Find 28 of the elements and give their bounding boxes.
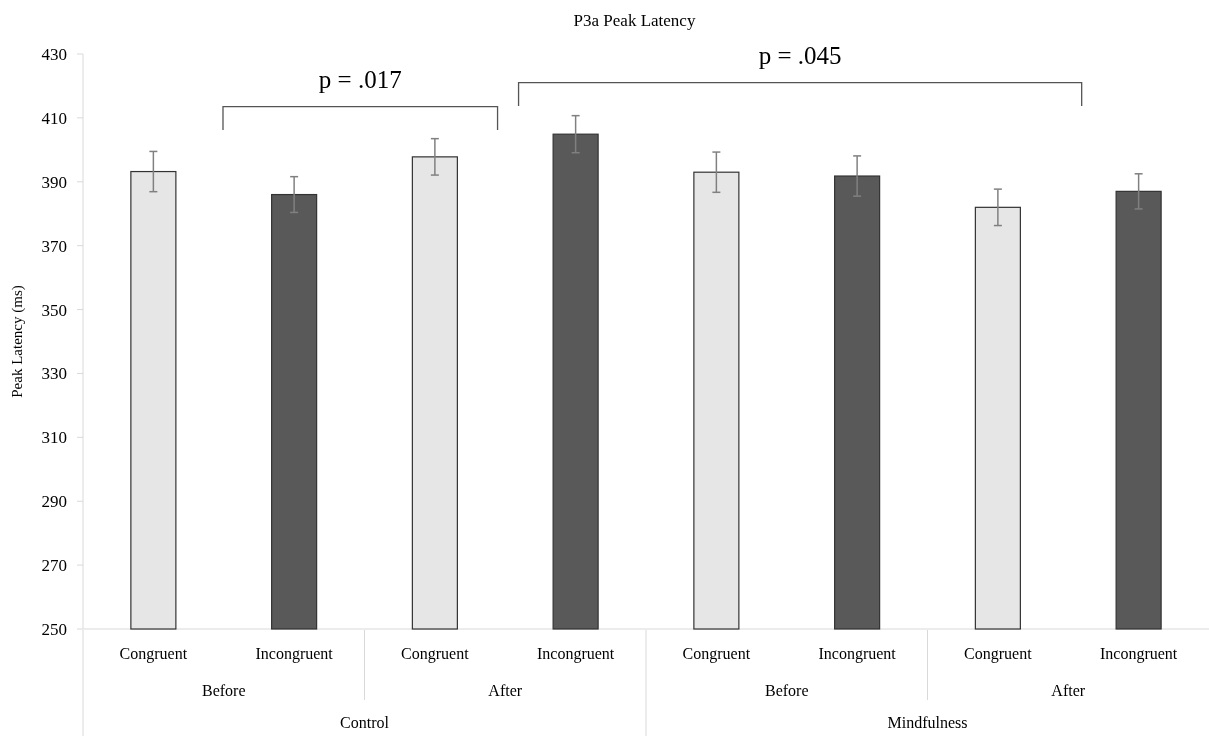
y-tick-label: 350 <box>41 300 67 320</box>
chart-title: P3a Peak Latency <box>573 11 696 30</box>
y-axis-title: Peak Latency (ms) <box>9 285 26 398</box>
y-tick-label: 270 <box>41 556 67 576</box>
text: Control <box>340 714 390 731</box>
text: Mindfulness <box>887 714 968 731</box>
x-tick-label: Congruent <box>682 645 751 663</box>
text: Before <box>764 682 809 699</box>
annotation: p = .045 <box>758 42 842 69</box>
x-tick-label: Incongruent <box>536 645 615 663</box>
text: Before <box>201 682 246 699</box>
x-tick-label: Incongruent <box>255 645 334 663</box>
y-tick-label: 330 <box>41 364 67 384</box>
y-tick-label: 250 <box>41 619 67 639</box>
x-tick-label: Incongruent <box>818 645 897 663</box>
x-tick-label: Congruent <box>119 645 188 663</box>
annotation: p = .017 <box>318 66 402 93</box>
text: After <box>1051 682 1086 699</box>
text: After <box>488 682 523 699</box>
y-tick-label: 370 <box>41 236 67 256</box>
y-tick-label: 290 <box>41 492 67 512</box>
x-tick-label: Congruent <box>401 645 470 663</box>
y-tick-label: 390 <box>41 172 67 192</box>
y-tick-label: 310 <box>41 428 67 448</box>
x-tick-label: Incongruent <box>1099 645 1178 663</box>
y-tick-label: 410 <box>41 108 67 128</box>
x-tick-label: Congruent <box>964 645 1033 663</box>
y-tick-label: 430 <box>41 44 67 64</box>
